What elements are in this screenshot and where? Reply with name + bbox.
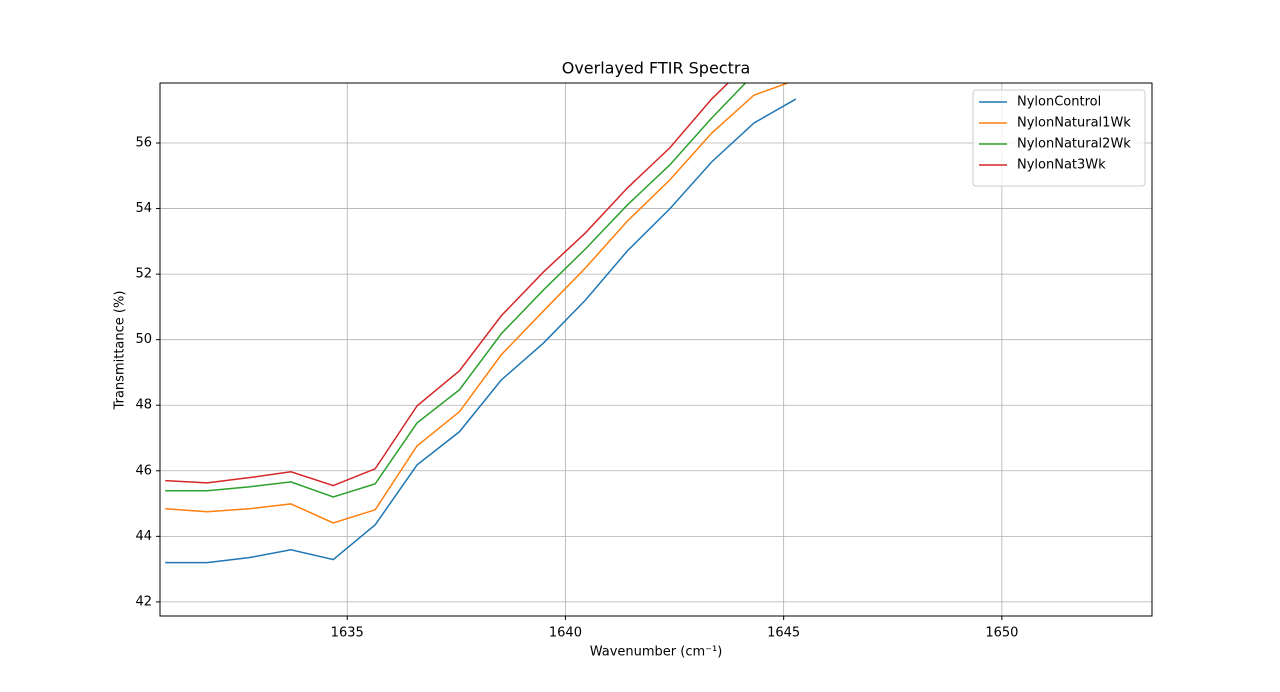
x-axis-label: Wavenumber (cm⁻¹) bbox=[590, 645, 723, 660]
data-line bbox=[165, 98, 797, 564]
legend-label: NylonNat3Wk bbox=[1017, 158, 1106, 173]
data-line bbox=[165, 83, 790, 524]
y-tick-label: 54 bbox=[135, 201, 152, 216]
grid bbox=[160, 83, 1152, 616]
y-tick-label: 48 bbox=[135, 398, 152, 413]
y-axis-label: Transmittance (%) bbox=[113, 291, 128, 411]
y-tick-label: 56 bbox=[135, 135, 152, 150]
x-tick-label: 1645 bbox=[767, 626, 800, 641]
legend-label: NylonNatural1Wk bbox=[1017, 116, 1131, 131]
x-tick-label: 1650 bbox=[985, 626, 1018, 641]
y-tick-label: 42 bbox=[135, 594, 152, 609]
plot-lines bbox=[165, 83, 797, 564]
legend-label: NylonNatural2Wk bbox=[1017, 137, 1131, 152]
y-tick-label: 52 bbox=[135, 267, 152, 282]
chart-title: Overlayed FTIR Spectra bbox=[562, 59, 751, 78]
y-tick-label: 50 bbox=[135, 332, 152, 347]
legend: NylonControl NylonNatural1Wk NylonNatural2… bbox=[972, 89, 1146, 187]
x-tick-label: 1635 bbox=[331, 626, 364, 641]
data-line bbox=[165, 83, 730, 487]
plot-frame bbox=[159, 82, 1153, 617]
data-line bbox=[165, 83, 747, 498]
y-tick-label: 46 bbox=[135, 463, 152, 478]
x-tick-label: 1640 bbox=[549, 626, 582, 641]
legend-label: NylonControl bbox=[1017, 95, 1101, 110]
y-tick-label: 44 bbox=[135, 529, 152, 544]
legend-box bbox=[972, 89, 1146, 187]
